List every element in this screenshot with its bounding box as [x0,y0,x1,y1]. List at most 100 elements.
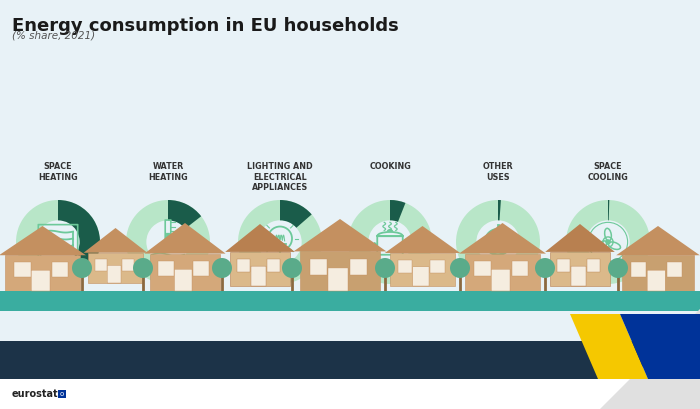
Bar [0,341,700,409]
Circle shape [535,258,555,278]
Wedge shape [456,200,540,284]
Circle shape [611,263,625,276]
Bar [631,263,647,277]
Circle shape [611,263,625,276]
Bar [390,253,455,286]
Text: 1.1%: 1.1% [475,292,521,310]
Bar [52,263,68,277]
Bar [150,254,220,291]
Text: SPACE
COOLING: SPACE COOLING [587,162,629,182]
Bar [465,254,540,291]
Circle shape [606,239,611,245]
Circle shape [450,258,470,278]
Circle shape [282,258,302,278]
Bar [557,259,570,272]
Bar [5,255,80,291]
FancyBboxPatch shape [58,390,66,398]
Circle shape [75,263,89,276]
Bar [122,259,134,271]
Wedge shape [608,200,609,220]
Circle shape [215,263,229,276]
Bar [512,261,528,276]
Polygon shape [616,226,700,255]
Text: SPACE
HEATING: SPACE HEATING [38,162,78,182]
Bar [430,260,444,273]
Bar [622,255,694,291]
FancyBboxPatch shape [413,267,429,286]
FancyBboxPatch shape [648,270,665,291]
Text: LIGHTING AND
ELECTRICAL
APPLIANCES: LIGHTING AND ELECTRICAL APPLIANCES [247,162,313,193]
FancyBboxPatch shape [166,233,170,244]
Circle shape [285,263,299,276]
FancyBboxPatch shape [32,270,50,291]
Polygon shape [293,219,386,252]
Circle shape [133,258,153,278]
Text: 64.4%: 64.4% [29,292,87,310]
Circle shape [75,263,89,276]
Polygon shape [225,224,295,252]
Circle shape [285,263,299,276]
Bar [0,291,700,311]
Text: 14.5%: 14.5% [139,292,197,310]
FancyBboxPatch shape [107,265,121,283]
Circle shape [375,258,395,278]
Text: Energy consumption in EU households: Energy consumption in EU households [12,17,399,35]
Bar [587,259,601,272]
Circle shape [136,263,150,276]
Circle shape [72,258,92,278]
Bar [267,259,281,272]
Wedge shape [348,200,432,284]
Polygon shape [620,314,700,379]
Text: 0.5%: 0.5% [585,292,631,310]
Wedge shape [168,200,201,229]
FancyBboxPatch shape [571,266,586,286]
FancyBboxPatch shape [174,269,192,291]
Circle shape [453,263,467,276]
Circle shape [608,258,628,278]
Text: WATER
HEATING: WATER HEATING [148,162,188,182]
Wedge shape [16,200,100,284]
Bar [666,263,682,277]
FancyBboxPatch shape [251,266,266,286]
Circle shape [212,258,232,278]
Polygon shape [600,309,700,409]
Bar [0,379,700,409]
Circle shape [453,263,467,276]
Text: 6.0%: 6.0% [367,292,413,310]
Wedge shape [390,200,405,222]
Text: 13.6%: 13.6% [251,292,309,310]
FancyBboxPatch shape [328,268,348,291]
Polygon shape [385,226,460,253]
Polygon shape [570,314,648,379]
Text: COOKING: COOKING [369,162,411,171]
Polygon shape [83,228,148,253]
Bar [300,252,380,291]
Wedge shape [25,200,100,284]
Circle shape [378,263,392,276]
Polygon shape [545,224,615,252]
Bar [237,259,251,272]
Bar [158,261,174,276]
Wedge shape [566,200,650,284]
Polygon shape [144,223,225,254]
Bar [230,252,290,286]
Polygon shape [459,223,546,254]
Text: (% share, 2021): (% share, 2021) [12,31,95,41]
Polygon shape [0,226,86,255]
Text: eurostat: eurostat [12,389,59,399]
Bar [550,252,610,286]
Bar [94,259,106,271]
Bar [88,253,143,283]
Circle shape [538,263,552,276]
Bar [398,260,412,273]
Bar [309,259,327,275]
Bar [193,261,209,276]
Text: OTHER
USES: OTHER USES [483,162,513,182]
Bar [14,263,31,277]
Bar [349,259,368,275]
Wedge shape [126,200,210,284]
Circle shape [163,242,173,251]
Text: o: o [60,391,64,397]
Bar [474,261,491,276]
Circle shape [378,263,392,276]
